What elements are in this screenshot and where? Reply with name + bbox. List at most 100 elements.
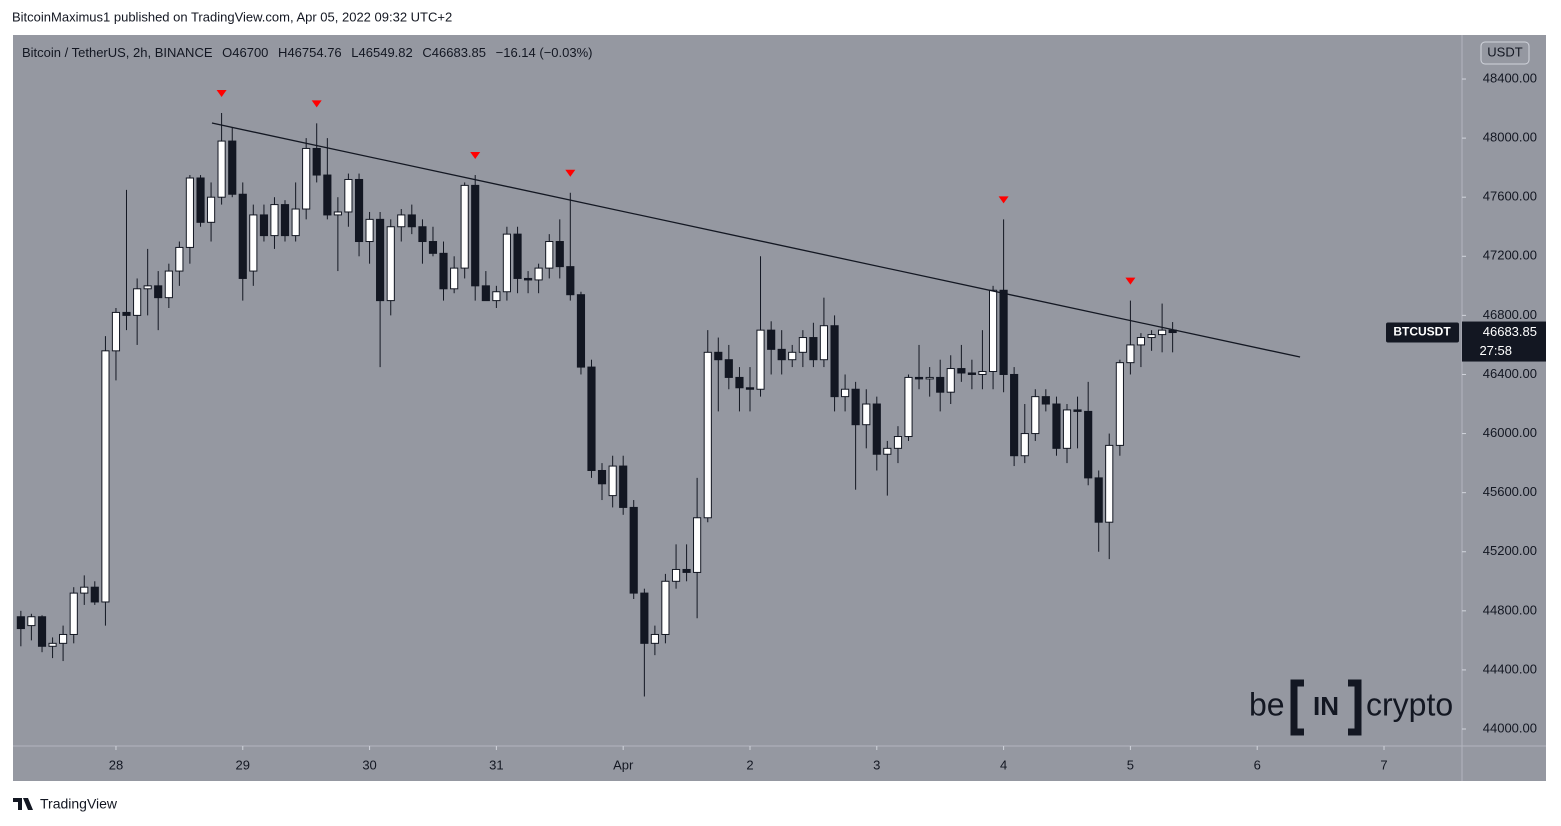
candle-body — [450, 267, 459, 290]
candle-body — [1041, 396, 1050, 405]
candle-body — [259, 214, 269, 237]
candle-body — [37, 616, 47, 647]
currency-label: USDT — [1487, 44, 1522, 59]
candle-body — [428, 241, 438, 254]
y-tick-label: 48000.00 — [1483, 130, 1537, 145]
candle-body — [48, 642, 57, 647]
logo-icon — [13, 798, 33, 810]
candle-body — [249, 214, 258, 272]
candle-body — [196, 177, 205, 223]
x-tick-label: 2 — [746, 757, 753, 772]
candle-body — [376, 218, 385, 302]
candle-body — [206, 196, 216, 223]
candle-body — [703, 351, 712, 519]
candle-body — [756, 329, 765, 390]
candle-body — [418, 226, 427, 243]
candle-body — [978, 371, 987, 375]
candle-body — [238, 193, 247, 279]
candle-body — [90, 586, 99, 603]
candle-body — [714, 351, 723, 361]
y-tick-label: 47200.00 — [1483, 248, 1537, 263]
candle-body — [671, 568, 681, 582]
y-tick-label: 44800.00 — [1483, 602, 1537, 617]
candle-body — [1010, 373, 1019, 457]
watermark-bracket — [1290, 679, 1304, 736]
y-tick-label: 45600.00 — [1483, 484, 1537, 499]
candle-body — [830, 325, 839, 398]
candle-body — [597, 469, 607, 485]
candle-body — [1020, 433, 1029, 457]
ohlc-value: 46683.85 — [432, 45, 486, 60]
x-tick-label: 28 — [109, 757, 123, 772]
candle-body — [946, 368, 955, 393]
candle-body — [798, 337, 807, 353]
x-tick-label: 7 — [1380, 757, 1387, 772]
candle-body — [682, 568, 691, 573]
candle-body — [724, 359, 733, 378]
x-tick-label: Apr — [613, 757, 634, 772]
candle-body — [280, 204, 290, 237]
peak-marker — [998, 196, 1009, 204]
candle-body — [1147, 334, 1156, 339]
candle-body — [1062, 409, 1072, 449]
candle-body — [1073, 409, 1082, 412]
candle-body — [809, 337, 818, 361]
candle-body — [988, 289, 998, 373]
publisher-line: BitcoinMaximus1 published on TradingView… — [12, 9, 452, 24]
candle-body — [27, 616, 36, 627]
candle-body — [154, 285, 163, 299]
x-tick-label: 30 — [362, 757, 376, 772]
candle-body — [471, 184, 480, 287]
y-tick-label: 48400.00 — [1483, 70, 1537, 85]
peak-marker — [311, 100, 322, 108]
ohlc-value: 46754.76 — [287, 45, 341, 60]
ohlc-value: 46700 — [232, 45, 268, 60]
candle-body — [925, 376, 934, 380]
price-label-box — [1462, 321, 1546, 362]
candle-body — [693, 517, 702, 573]
x-tick-label: 3 — [873, 757, 880, 772]
candle-body — [640, 592, 649, 644]
watermark-in: IN — [1313, 691, 1339, 721]
candle-body — [862, 403, 871, 426]
price-label: 46683.85 — [1483, 324, 1537, 339]
ohlc-letter: C — [422, 45, 431, 60]
candle-body — [745, 387, 755, 390]
candle-body — [819, 325, 828, 361]
candle-body — [291, 208, 300, 237]
candle-body — [122, 311, 131, 316]
candle-body — [883, 447, 892, 455]
candle-body — [1031, 396, 1040, 435]
candle-body — [228, 140, 237, 195]
candle-body — [872, 403, 881, 455]
candle-body — [1126, 344, 1135, 364]
candle-body — [481, 285, 490, 302]
candle-body — [270, 204, 279, 237]
peak-marker — [470, 152, 481, 160]
candle-body — [608, 465, 617, 497]
candles — [16, 112, 1177, 697]
candle-body — [101, 350, 110, 603]
ohlc-letter: O — [222, 45, 232, 60]
candle-body — [1158, 329, 1167, 336]
candle-body — [1084, 410, 1093, 479]
candle-body — [619, 465, 628, 508]
countdown-label: 27:58 — [1479, 343, 1512, 358]
candle-body — [788, 351, 797, 361]
candle-body — [492, 291, 501, 302]
footer-logo: TradingView — [13, 796, 118, 812]
candle-body — [999, 289, 1008, 375]
chart-background — [13, 35, 1546, 781]
candle-body — [1105, 444, 1114, 523]
watermark: be IN crypto — [1249, 679, 1453, 736]
candle-body — [513, 233, 522, 279]
peak-marker — [565, 169, 576, 177]
candle-body — [323, 174, 332, 216]
candle-body — [967, 372, 976, 375]
candle-body — [312, 147, 321, 176]
candle-body — [143, 285, 152, 290]
y-tick-label: 46000.00 — [1483, 425, 1537, 440]
y-tick-label: 44400.00 — [1483, 661, 1537, 676]
candle-body — [629, 506, 638, 594]
trendline — [211, 122, 1301, 358]
